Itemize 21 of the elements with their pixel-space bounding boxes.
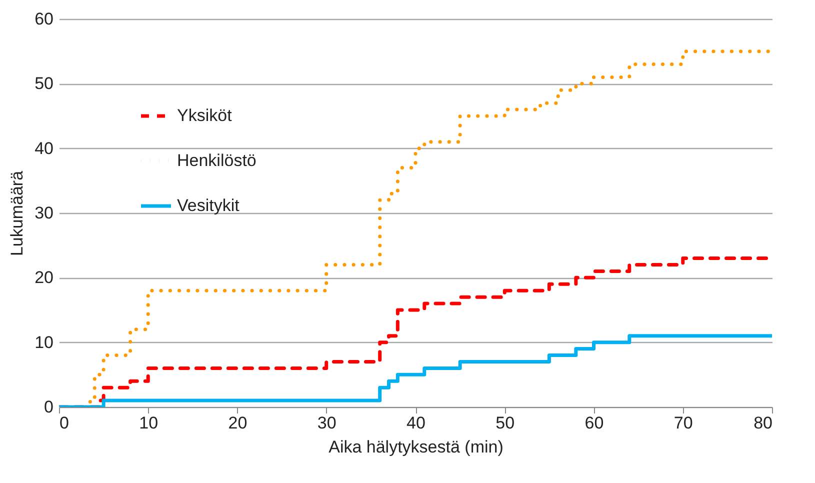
x-tick-label: 0 (60, 414, 69, 432)
x-tick-label: 70 (674, 414, 693, 432)
x-tick-label: 20 (228, 414, 248, 432)
y-axis-title: Lukumäärä (8, 170, 27, 256)
y-tick-label: 50 (34, 74, 54, 94)
y-tick-label: 10 (34, 332, 54, 352)
y-tick-label: 40 (34, 138, 54, 158)
legend-label: Henkilöstö (177, 151, 256, 170)
x-tick-label: 60 (584, 414, 604, 432)
legend-label: Vesitykit (177, 196, 240, 215)
x-tick-label: 30 (317, 414, 336, 432)
y-tick-label: 60 (34, 10, 54, 28)
y-tick-label: 30 (34, 204, 54, 222)
x-tick-label: 40 (406, 414, 426, 432)
x-tick-label: 80 (754, 414, 772, 432)
y-tick-label: 20 (34, 268, 54, 288)
x-tick-label: 50 (496, 414, 515, 432)
x-axis-title: Aika hälytyksestä (min) (328, 438, 504, 456)
x-tick-label: 10 (139, 414, 158, 432)
legend-label: Yksiköt (177, 106, 232, 125)
y-tick-label: 0 (44, 398, 54, 416)
